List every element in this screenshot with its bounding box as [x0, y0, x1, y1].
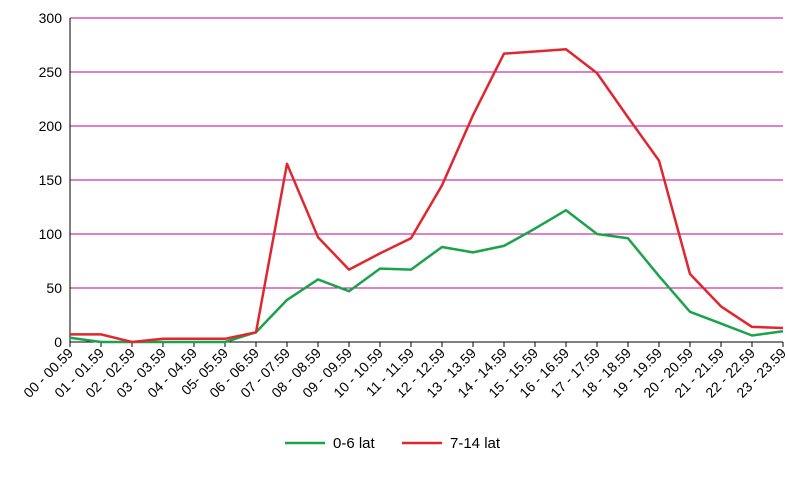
legend-label-2: 7-14 lat	[450, 435, 501, 452]
y-tick-label: 150	[39, 172, 63, 188]
series-line-2	[70, 48, 784, 344]
y-tick-label: 200	[39, 118, 63, 134]
y-tick-label: 300	[39, 10, 63, 26]
y-tick-label: 0	[54, 334, 62, 350]
y-tick-label: 250	[39, 64, 63, 80]
series-line-1	[69, 208, 784, 344]
y-tick-label: 50	[46, 280, 62, 296]
legend-label-1: 0-6 lat	[333, 435, 376, 452]
y-tick-label: 100	[39, 226, 63, 242]
